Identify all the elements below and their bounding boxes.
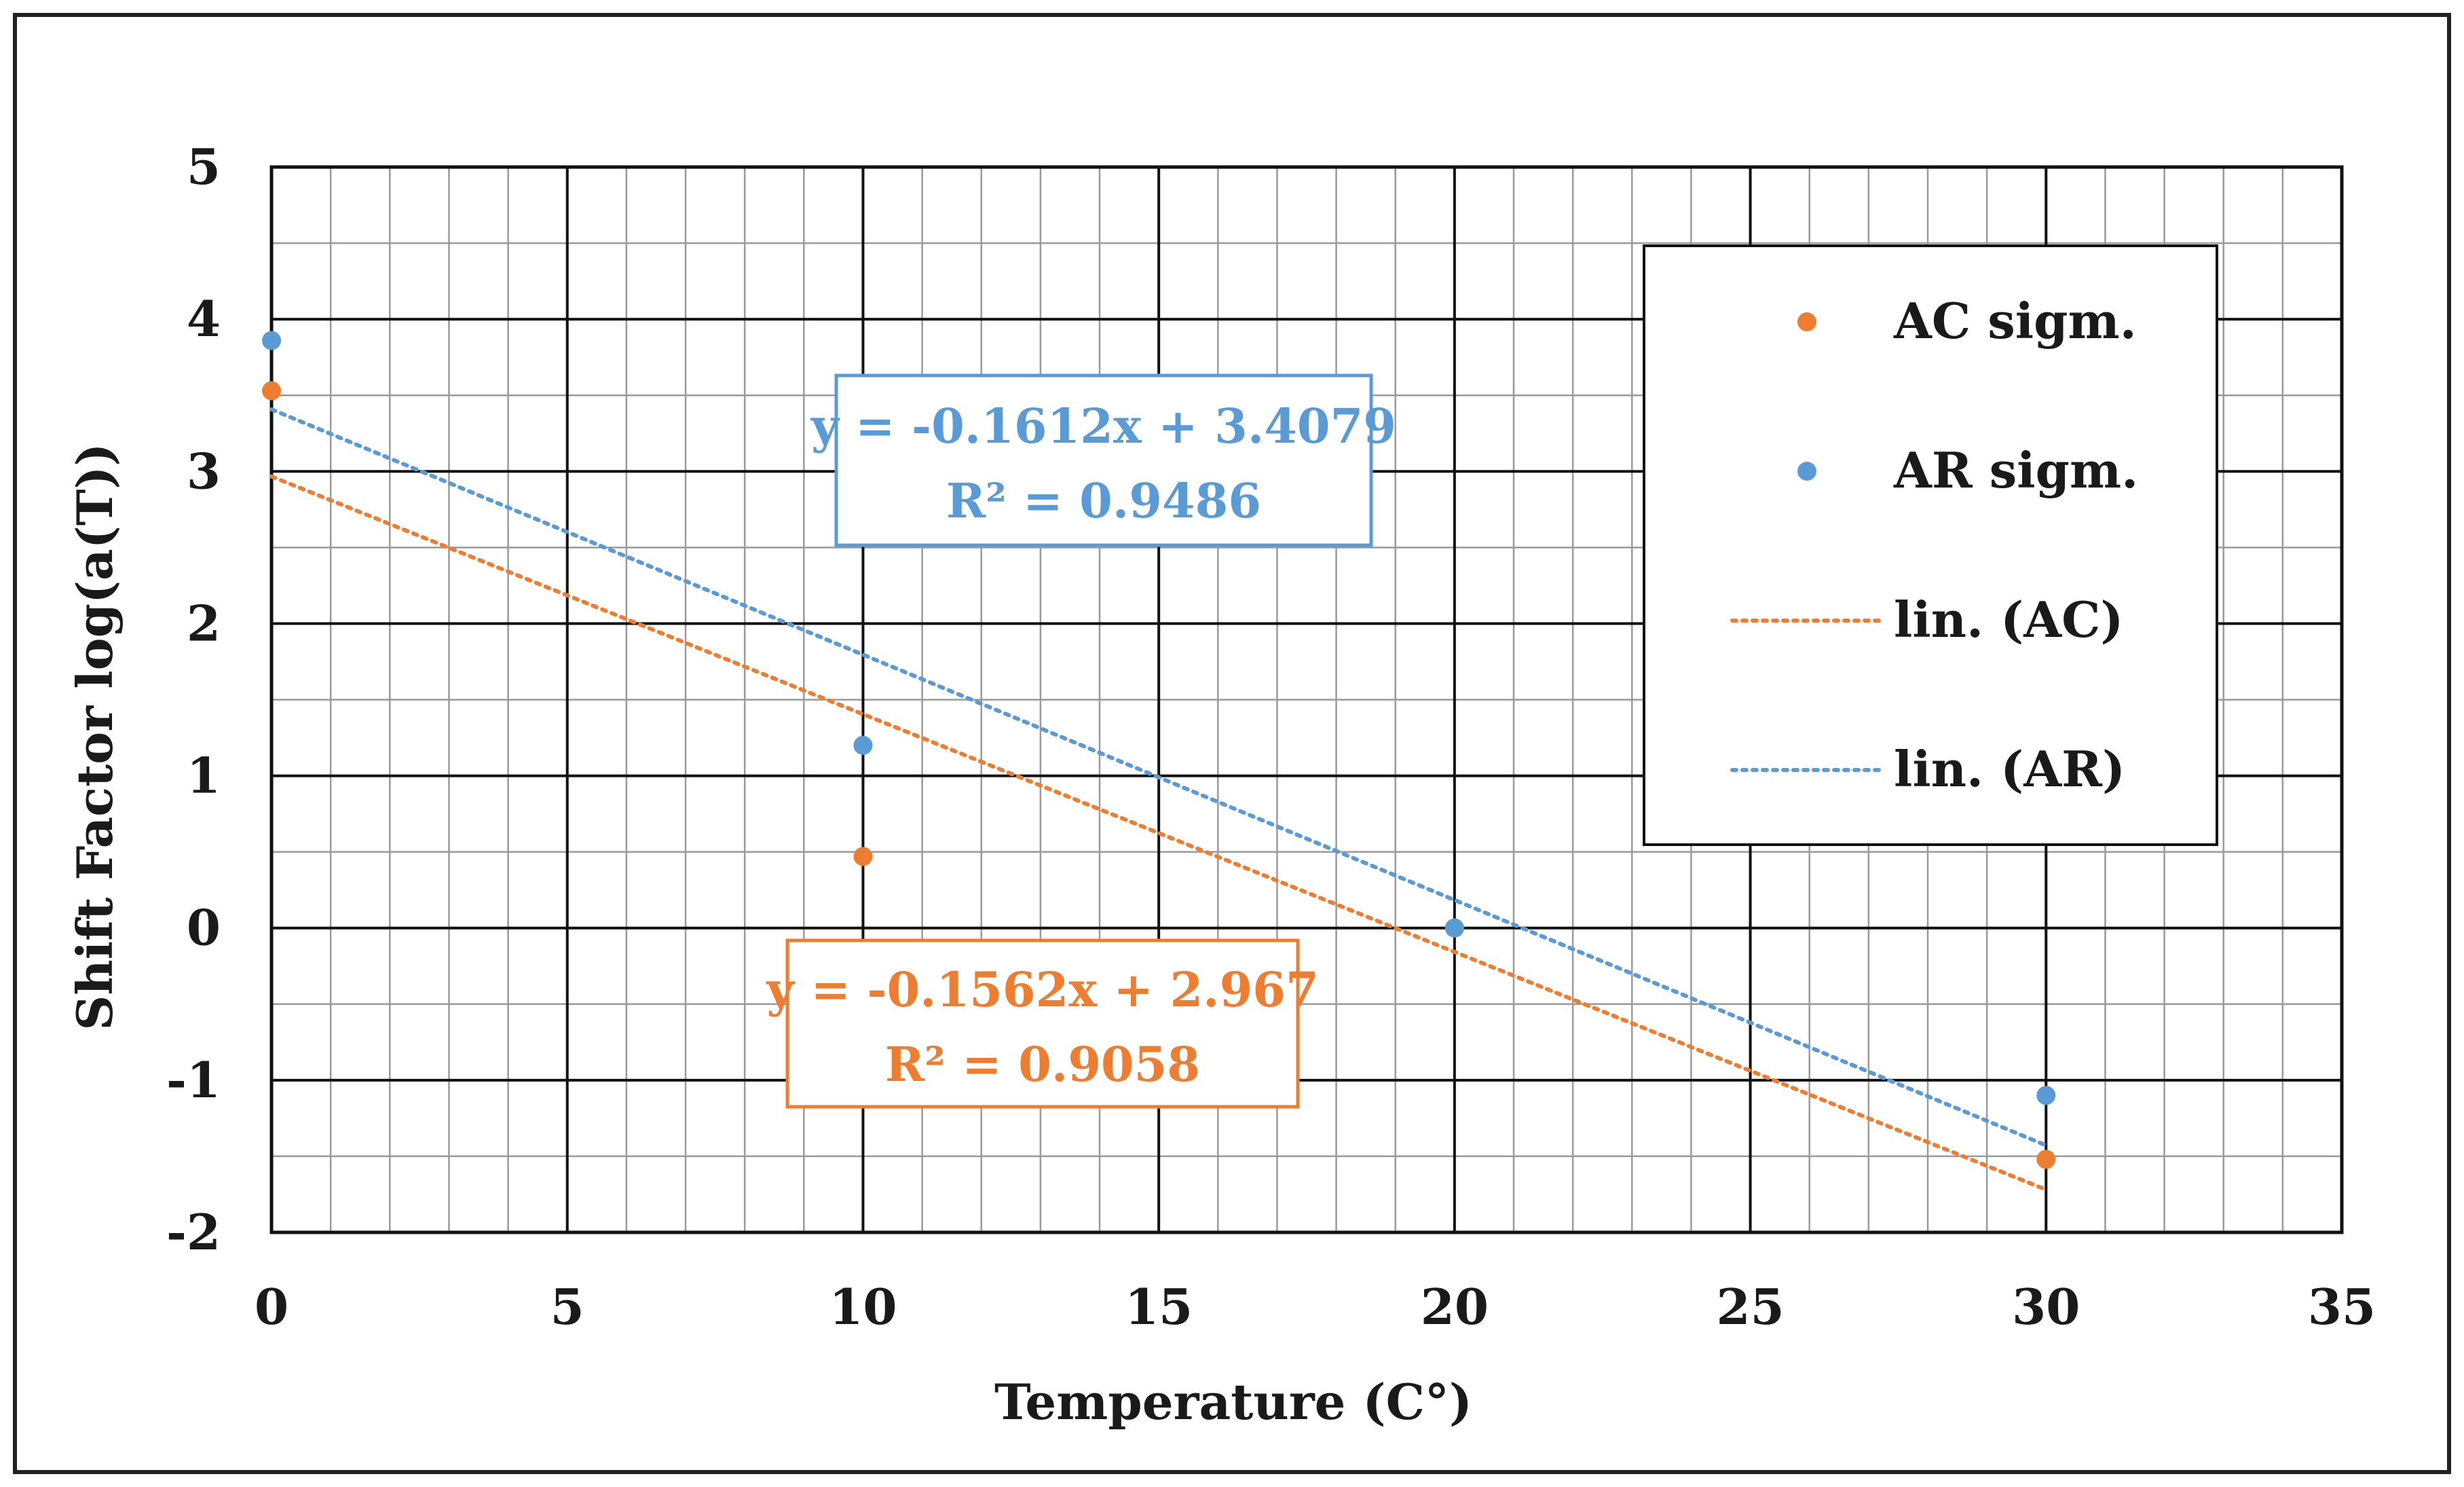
data-points <box>262 331 2056 1169</box>
data-point <box>2036 1086 2056 1105</box>
r2-ar: R² = 0.9486 <box>946 473 1261 529</box>
y-tick-label: 1 <box>187 747 221 805</box>
trendline <box>269 407 2049 1148</box>
x-tick-label: 20 <box>1421 1278 1489 1336</box>
data-point <box>1444 918 1464 938</box>
x-tick-label: 35 <box>2308 1278 2376 1336</box>
y-tick-label: 5 <box>187 138 221 196</box>
y-tick-label: 0 <box>187 899 221 957</box>
data-point <box>2036 1150 2056 1169</box>
r2-ac: R² = 0.9058 <box>885 1036 1200 1093</box>
legend-label-ac: AC sigm. <box>1893 292 2137 350</box>
y-tick-label: 2 <box>187 594 221 652</box>
legend-label-ar: AR sigm. <box>1893 441 2138 499</box>
y-tick-label: -2 <box>166 1203 221 1261</box>
x-tick-label: 10 <box>829 1278 897 1336</box>
trendlines <box>269 407 2049 1192</box>
x-axis-title: Temperature (C°) <box>994 1373 1472 1431</box>
x-tick-labels: 0 5 10 15 20 25 30 35 <box>255 1278 2376 1336</box>
equation-ac: y = -0.1562x + 2.967 <box>766 961 1318 1018</box>
equation-box-ac <box>785 938 1300 1109</box>
equation-ar: y = -0.1612x + 3.4079 <box>810 398 1396 454</box>
y-tick-label: 3 <box>187 442 221 500</box>
y-axis-title: Shift Factor log(a(T)) <box>66 443 124 1030</box>
trendline-label-ar: y = -0.1612x + 3.4079 R² = 0.9486 <box>810 373 1396 547</box>
plot-area-border <box>269 165 2344 1234</box>
data-point <box>853 735 873 755</box>
data-point <box>262 331 281 350</box>
trendline-label-ac: y = -0.1562x + 2.967 R² = 0.9058 <box>766 938 1319 1109</box>
trendline <box>269 474 2049 1192</box>
data-point <box>262 381 281 401</box>
legend-marker-ar <box>1797 462 1816 481</box>
x-tick-label: 30 <box>2012 1278 2080 1336</box>
y-tick-labels: -2 -1 0 1 2 3 4 5 <box>166 138 221 1261</box>
legend-box <box>1643 244 2218 846</box>
y-tick-label: 4 <box>187 290 221 348</box>
x-tick-label: 15 <box>1125 1278 1193 1336</box>
legend-label-lin-ac: lin. (AC) <box>1894 591 2123 648</box>
data-point <box>853 847 873 866</box>
y-tick-label: -1 <box>166 1051 221 1109</box>
x-tick-label: 0 <box>255 1278 288 1336</box>
equation-box-ar <box>834 373 1373 547</box>
x-tick-label: 5 <box>550 1278 584 1336</box>
x-tick-label: 25 <box>1716 1278 1784 1336</box>
legend: AC sigm. AR sigm. lin. (AC) lin. (AR) <box>1643 244 2218 846</box>
legend-label-lin-ar: lin. (AR) <box>1894 740 2125 798</box>
legend-marker-ac <box>1797 312 1816 331</box>
